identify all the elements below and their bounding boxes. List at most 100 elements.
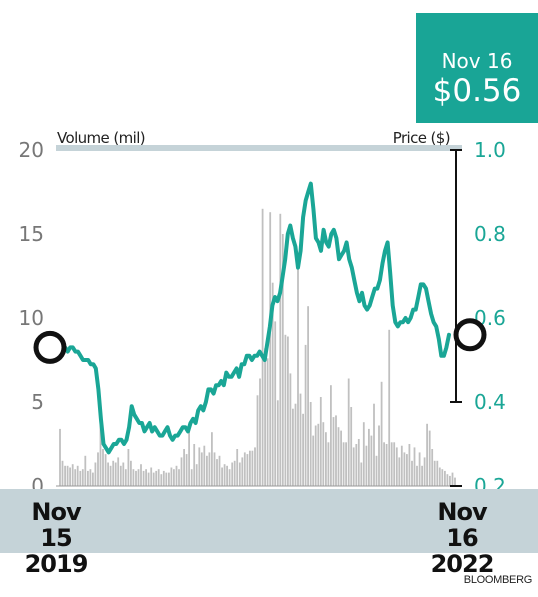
volume-bar bbox=[325, 432, 327, 486]
volume-bar bbox=[355, 444, 358, 486]
volume-bar bbox=[122, 462, 125, 486]
volume-bar bbox=[208, 452, 211, 486]
start-marker bbox=[33, 330, 67, 364]
volume-bar bbox=[183, 449, 185, 486]
volume-bar bbox=[261, 208, 264, 487]
callout-price: $0.56 bbox=[432, 73, 522, 109]
volume-bar bbox=[266, 358, 269, 486]
axis-header-bar bbox=[56, 145, 462, 151]
volume-bar bbox=[256, 395, 259, 486]
volume-bar bbox=[411, 460, 413, 486]
volume-bar bbox=[345, 442, 347, 486]
volume-bar bbox=[271, 282, 274, 486]
volume-bar bbox=[236, 449, 239, 486]
volume-bar bbox=[218, 455, 221, 486]
volume-bar bbox=[390, 442, 393, 486]
volume-bar bbox=[127, 449, 130, 486]
volume-bar bbox=[330, 385, 332, 486]
volume-bar bbox=[223, 464, 226, 486]
volume-bar bbox=[180, 457, 183, 486]
volume-bar bbox=[375, 455, 378, 486]
volume-bar bbox=[312, 435, 315, 486]
callout-date: Nov 16 bbox=[441, 49, 513, 73]
volume-bar bbox=[76, 465, 79, 486]
volume-bar bbox=[87, 470, 89, 486]
volume-bar bbox=[59, 428, 61, 486]
volume-bar bbox=[188, 430, 190, 486]
volume-bar bbox=[327, 442, 330, 486]
volume-bar bbox=[213, 452, 216, 486]
volume-bar bbox=[155, 470, 158, 486]
volume-bar bbox=[307, 306, 309, 486]
volume-bar bbox=[74, 469, 77, 486]
volume-bar bbox=[352, 447, 355, 486]
volume-bar bbox=[395, 447, 398, 486]
right-axis-label: Price ($) bbox=[393, 129, 450, 147]
volume-bar bbox=[198, 447, 201, 486]
volume-bar bbox=[279, 213, 282, 487]
volume-bar bbox=[81, 469, 84, 486]
volume-bar bbox=[170, 467, 173, 486]
volume-bar bbox=[137, 469, 140, 486]
left-tick-label: 20 bbox=[19, 138, 44, 162]
volume-bar bbox=[451, 472, 454, 486]
volume-bar bbox=[92, 472, 94, 486]
volume-bar bbox=[119, 465, 122, 486]
volume-bar bbox=[112, 460, 115, 486]
volume-bar bbox=[97, 452, 99, 486]
volume-bar bbox=[241, 457, 244, 486]
volume-bar bbox=[454, 477, 456, 486]
volume-bar bbox=[362, 422, 365, 486]
volume-bar bbox=[383, 442, 385, 486]
volume-bar bbox=[365, 445, 368, 486]
end-date-year: 2022 bbox=[430, 550, 495, 578]
volume-bar bbox=[398, 457, 401, 486]
volume-bar bbox=[421, 465, 423, 486]
volume-bar bbox=[299, 393, 302, 486]
left-axis-label: Volume (mil) bbox=[57, 129, 145, 147]
volume-bar bbox=[370, 435, 373, 486]
volume-bar bbox=[71, 464, 74, 486]
volume-bar bbox=[173, 469, 175, 486]
volume-bar bbox=[449, 475, 451, 486]
price-range-bracket bbox=[450, 149, 462, 487]
volume-bar bbox=[165, 472, 168, 486]
volume-bar bbox=[193, 444, 196, 486]
volume-bar bbox=[297, 259, 299, 486]
volume-bar bbox=[132, 469, 135, 486]
end-date: Nov 16 2022 bbox=[422, 499, 502, 577]
volume-bar bbox=[289, 373, 292, 486]
volume-bar bbox=[380, 381, 383, 486]
volume-bar bbox=[160, 474, 163, 486]
volume-bar bbox=[107, 462, 109, 486]
volume-bar bbox=[259, 378, 261, 486]
volume-bar bbox=[114, 462, 117, 486]
volume-bar bbox=[61, 460, 64, 486]
volume-bar bbox=[335, 415, 337, 486]
volume-bar bbox=[385, 444, 388, 486]
volume-bar bbox=[64, 465, 66, 486]
volume-bar bbox=[157, 469, 160, 486]
volume-bar bbox=[206, 455, 208, 486]
volume-bar bbox=[145, 469, 147, 486]
volume-bar bbox=[140, 464, 142, 486]
left-tick-label: 10 bbox=[19, 306, 44, 330]
volume-bar bbox=[94, 462, 97, 486]
left-tick-label: 5 bbox=[31, 390, 44, 414]
volume-bar bbox=[69, 467, 71, 486]
volume-bar bbox=[135, 470, 137, 486]
price-line bbox=[58, 181, 451, 455]
volume-bar bbox=[238, 462, 241, 486]
volume-bar bbox=[347, 378, 350, 486]
volume-bar bbox=[294, 403, 297, 486]
volume-bar bbox=[246, 454, 249, 486]
volume-bar bbox=[400, 445, 403, 486]
volume-bar bbox=[413, 447, 416, 486]
volume-bar bbox=[66, 465, 69, 486]
volume-bar bbox=[403, 452, 406, 486]
volume-bar bbox=[418, 452, 421, 486]
volume-bar bbox=[243, 452, 246, 486]
volume-bar bbox=[337, 427, 340, 486]
